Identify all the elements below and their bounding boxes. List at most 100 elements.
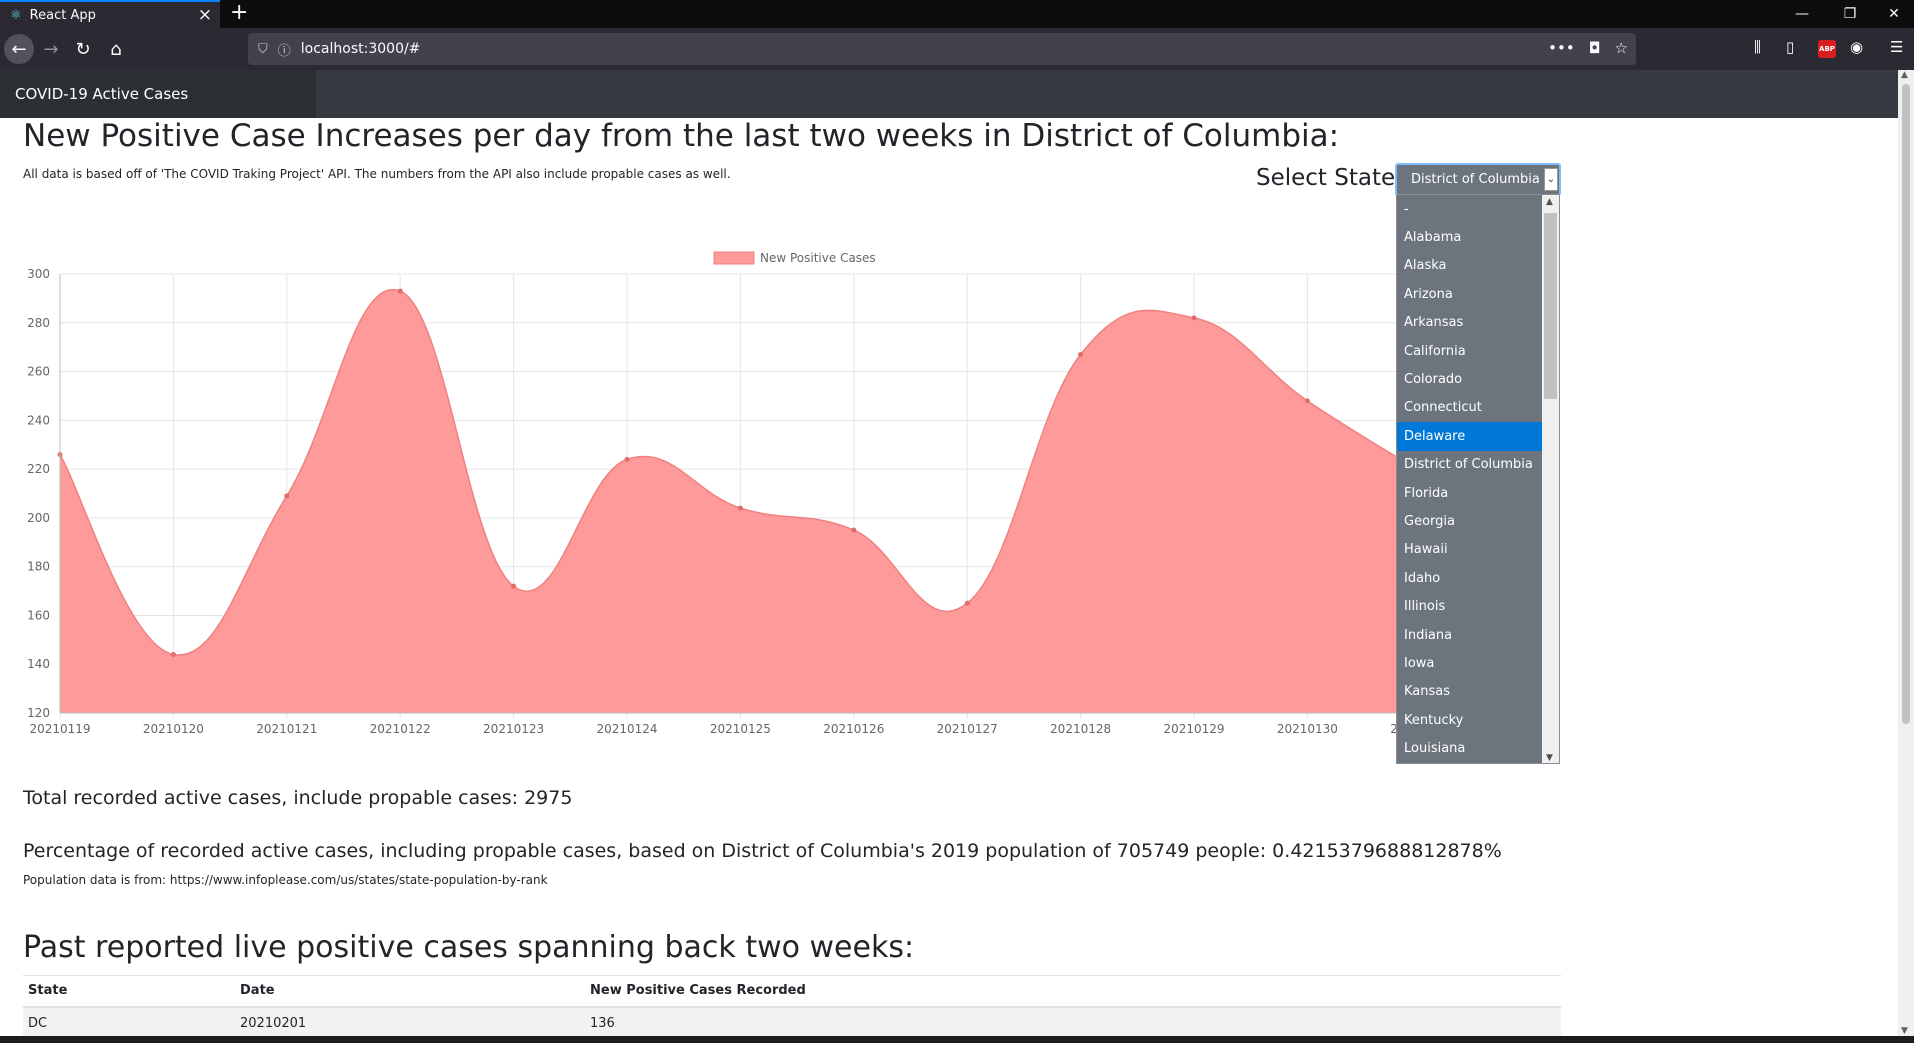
state-option[interactable]: Kentucky <box>1404 712 1464 728</box>
y-tick-label: 140 <box>27 657 50 671</box>
forward-button[interactable]: → <box>43 38 59 60</box>
data-point <box>624 456 630 462</box>
state-option[interactable]: California <box>1404 343 1466 359</box>
shield-icon[interactable]: ⛉ <box>258 41 268 57</box>
y-tick-label: 120 <box>27 706 50 720</box>
state-option[interactable]: Arkansas <box>1404 315 1464 331</box>
series-line-new-positive-cases <box>59 288 1422 656</box>
sidebar-icon[interactable]: ▯ <box>1786 38 1795 56</box>
scroll-up-arrow-icon[interactable]: ▲ <box>1901 70 1908 80</box>
adblock-icon[interactable]: ABP <box>1818 40 1836 58</box>
state-option[interactable]: District of Columbia <box>1404 457 1533 473</box>
cell-cases: 136 <box>585 1006 1561 1039</box>
y-tick-label: 160 <box>27 608 50 622</box>
info-icon[interactable]: ⓘ <box>277 43 291 59</box>
state-select[interactable]: District of Columbia ⌄ <box>1395 163 1561 196</box>
state-option[interactable]: Georgia <box>1404 513 1455 529</box>
state-option[interactable]: Indiana <box>1404 627 1453 643</box>
state-option[interactable]: Hawaii <box>1404 542 1448 558</box>
x-tick-label: 20210130 <box>1277 722 1338 736</box>
state-option[interactable]: Iowa <box>1404 655 1435 671</box>
state-option[interactable]: Louisiana <box>1404 741 1466 757</box>
chevron-down-icon[interactable]: ⌄ <box>1544 168 1558 191</box>
y-tick-label: 200 <box>27 511 50 525</box>
state-option[interactable]: Alabama <box>1404 230 1462 246</box>
more-actions-icon[interactable]: ••• <box>1548 39 1575 57</box>
scroll-thumb[interactable] <box>1902 84 1910 724</box>
app-navbar: COVID-19 Active Cases <box>0 70 1898 118</box>
scroll-down-arrow-icon[interactable]: ▼ <box>1901 1026 1908 1036</box>
y-tick-label: 240 <box>27 413 50 427</box>
dropdown-scroll-up-icon[interactable]: ▲ <box>1546 197 1553 207</box>
x-tick-label: 20210122 <box>370 722 431 736</box>
app-brand[interactable]: COVID-19 Active Cases <box>0 70 316 118</box>
close-tab-icon[interactable]: × <box>197 5 212 25</box>
tab-title: React App <box>29 7 96 23</box>
x-tick-label: 20210125 <box>710 722 771 736</box>
active-percentage: Percentage of recorded active cases, inc… <box>23 840 1502 862</box>
x-tick-label: 20210128 <box>1050 722 1111 736</box>
data-point <box>1304 398 1310 404</box>
bookmark-star-icon[interactable]: ☆ <box>1614 39 1628 57</box>
col-date: Date <box>235 975 585 1008</box>
col-new-positive: New Positive Cases Recorded <box>585 975 1561 1008</box>
minimize-button[interactable]: — <box>1795 6 1809 22</box>
table-header-row: State Date New Positive Cases Recorded <box>23 975 1561 1008</box>
data-point <box>170 651 176 657</box>
x-tick-label: 20210123 <box>483 722 544 736</box>
new-tab-button[interactable]: + <box>230 0 249 25</box>
data-point <box>284 493 290 499</box>
back-button[interactable]: ← <box>4 34 34 64</box>
y-tick-label: 300 <box>27 267 50 281</box>
x-tick-label: 20210121 <box>256 722 317 736</box>
restore-button[interactable]: ❐ <box>1843 6 1857 22</box>
x-tick-label: 20210127 <box>937 722 998 736</box>
chart-svg: 120 140 160 180 200 220 240 260 280 300 20210119 20… <box>27 251 1451 736</box>
pocket-icon[interactable]: ◘ <box>1588 39 1601 57</box>
y-tick-label: 260 <box>27 365 50 379</box>
dropdown-scroll-thumb[interactable] <box>1544 213 1557 399</box>
state-select-value[interactable]: District of Columbia <box>1411 172 1540 187</box>
state-option[interactable]: Alaska <box>1404 258 1447 274</box>
state-option[interactable]: Kansas <box>1404 684 1451 700</box>
data-point <box>851 527 857 533</box>
state-dropdown-list[interactable]: - Alabama Alaska Arizona Arkansas California C… <box>1396 194 1560 764</box>
cell-state: DC <box>23 1006 235 1039</box>
address-bar[interactable]: ⛉ ⓘ localhost:3000/# ••• ◘ ☆ <box>248 33 1636 65</box>
state-option[interactable]: Illinois <box>1404 599 1446 615</box>
data-point <box>397 288 403 294</box>
react-icon: ⚛ <box>10 7 22 23</box>
page-scrollbar[interactable]: ▲ ▼ <box>1898 70 1914 1036</box>
browser-toolbar: ← → ↻ ⌂ ⛉ ⓘ localhost:3000/# ••• ◘ ☆ ⫼ ▯… <box>0 28 1914 70</box>
x-tick-label: 20210129 <box>1163 722 1224 736</box>
state-option[interactable]: - <box>1404 201 1409 217</box>
state-option[interactable]: Delaware <box>1397 422 1543 451</box>
url-text[interactable]: localhost:3000/# <box>300 41 421 57</box>
cell-date: 20210201 <box>235 1006 585 1039</box>
dropdown-scroll-down-icon[interactable]: ▼ <box>1546 753 1553 763</box>
state-option[interactable]: Florida <box>1404 485 1449 501</box>
state-option[interactable]: Colorado <box>1404 372 1463 388</box>
state-option[interactable]: Connecticut <box>1404 400 1482 416</box>
y-tick-label: 280 <box>27 316 50 330</box>
state-option[interactable]: Idaho <box>1404 570 1441 586</box>
population-source: Population data is from: https://www.inf… <box>23 873 548 887</box>
total-active-cases: Total recorded active cases, include pro… <box>23 787 573 809</box>
data-point <box>1191 315 1197 321</box>
close-window-button[interactable]: ✕ <box>1888 6 1900 22</box>
state-option[interactable]: Arizona <box>1404 286 1453 302</box>
data-point <box>964 600 970 606</box>
menu-icon[interactable]: ☰ <box>1890 38 1904 56</box>
browser-tab[interactable]: ⚛ React App × <box>0 0 220 28</box>
page-title: New Positive Case Increases per day from… <box>23 118 1340 154</box>
home-button[interactable]: ⌂ <box>110 38 122 60</box>
account-icon[interactable]: ◉ <box>1850 38 1864 56</box>
data-point <box>1078 351 1084 357</box>
reload-button[interactable]: ↻ <box>75 38 91 60</box>
data-point <box>737 505 743 511</box>
dropdown-scrollbar[interactable]: ▲ ▼ <box>1542 195 1559 763</box>
browser-tab-bar: ⚛ React App × + — ❐ ✕ <box>0 0 1914 28</box>
library-icon[interactable]: ⫼ <box>1754 38 1761 56</box>
x-tick-label: 20210120 <box>143 722 204 736</box>
y-tick-label: 180 <box>27 560 50 574</box>
